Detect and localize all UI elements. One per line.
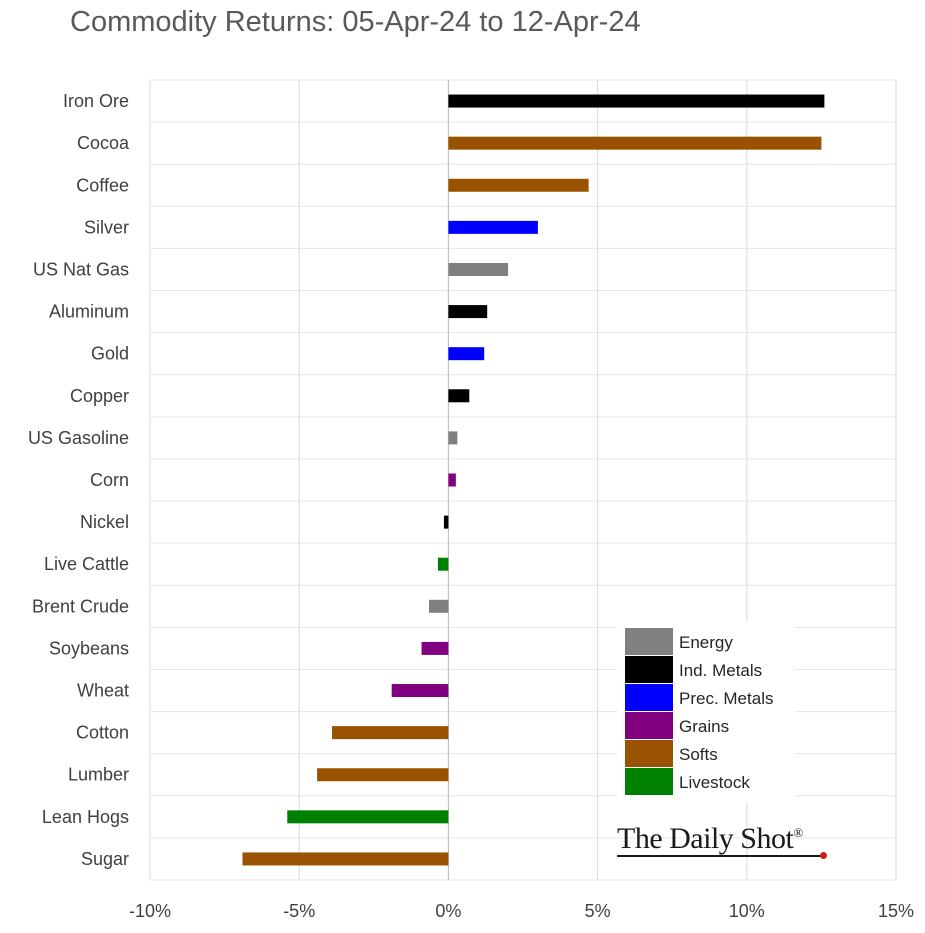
logo-red-dot [820, 852, 827, 859]
legend-swatch-prec-metals [625, 684, 673, 711]
category-label-corn: Corn [90, 470, 129, 490]
bar-us-gasoline [448, 431, 458, 445]
bar-layer [242, 94, 825, 866]
legend-swatch-livestock [625, 768, 673, 795]
category-label-aluminum: Aluminum [49, 302, 129, 322]
bar-soybeans [421, 641, 449, 655]
chart-title: Commodity Returns: 05-Apr-24 to 12-Apr-2… [70, 6, 641, 38]
bar-brent-crude [429, 599, 449, 613]
logo-text: The Daily Shot [617, 822, 794, 855]
category-labels: Iron Ore Cocoa Coffee Silver US Nat Gas Alumi… [28, 91, 130, 869]
legend-label-ind-metals: Ind. Metals [679, 661, 762, 680]
bar-lumber [317, 768, 449, 782]
legend-label-softs: Softs [679, 745, 718, 764]
category-label-live-cattle: Live Cattle [44, 554, 129, 574]
bar-cotton [332, 726, 449, 740]
category-label-us-gasoline: US Gasoline [28, 428, 129, 448]
x-tick-label-4: 10% [729, 901, 765, 921]
logo-the-daily-shot: The Daily Shot® [617, 822, 803, 856]
legend-swatch-energy [625, 628, 673, 655]
bar-sugar [242, 852, 449, 866]
bar-aluminum [448, 305, 488, 319]
category-label-soybeans: Soybeans [49, 638, 129, 658]
legend-label-prec-metals: Prec. Metals [679, 689, 773, 708]
category-label-cotton: Cotton [76, 723, 129, 743]
x-tick-label-2: 0% [435, 901, 461, 921]
bar-copper [448, 389, 470, 403]
legend: Energy Ind. Metals Prec. Metals Grains Softs… [617, 622, 795, 802]
x-tick-labels: -10% -5% 0% 5% 10% 15% [129, 901, 914, 921]
bar-wheat [391, 684, 449, 698]
category-label-cocoa: Cocoa [77, 133, 130, 153]
bar-iron-ore [448, 94, 825, 108]
x-tick-label-3: 5% [585, 901, 611, 921]
category-label-silver: Silver [84, 217, 129, 237]
category-label-iron-ore: Iron Ore [63, 91, 129, 111]
legend-label-energy: Energy [679, 633, 733, 652]
category-label-us-nat-gas: US Nat Gas [33, 259, 129, 279]
category-label-sugar: Sugar [81, 849, 129, 869]
bar-lean-hogs [287, 810, 449, 824]
bar-live-cattle [437, 557, 449, 571]
bar-corn [448, 473, 456, 487]
bar-coffee [448, 178, 589, 192]
x-tick-label-5: 15% [878, 901, 914, 921]
legend-label-grains: Grains [679, 717, 729, 736]
legend-swatch-grains [625, 712, 673, 739]
x-tick-label-1: -5% [283, 901, 315, 921]
x-tick-label-0: -10% [129, 901, 171, 921]
category-label-brent-crude: Brent Crude [32, 596, 129, 616]
category-label-gold: Gold [91, 344, 129, 364]
category-label-wheat: Wheat [77, 681, 129, 701]
category-label-lumber: Lumber [68, 765, 129, 785]
legend-swatch-softs [625, 740, 673, 767]
bar-silver [448, 220, 538, 234]
bar-us-nat-gas [448, 262, 509, 276]
bar-cocoa [448, 136, 822, 150]
category-label-lean-hogs: Lean Hogs [42, 807, 129, 827]
logo-underline [617, 855, 823, 857]
bar-gold [448, 347, 485, 361]
category-label-coffee: Coffee [76, 175, 129, 195]
legend-swatch-ind-metals [625, 656, 673, 683]
category-label-copper: Copper [70, 386, 129, 406]
bar-nickel [443, 515, 449, 529]
logo-registered-mark: ® [793, 825, 803, 840]
legend-label-livestock: Livestock [679, 773, 750, 792]
category-label-nickel: Nickel [80, 512, 129, 532]
